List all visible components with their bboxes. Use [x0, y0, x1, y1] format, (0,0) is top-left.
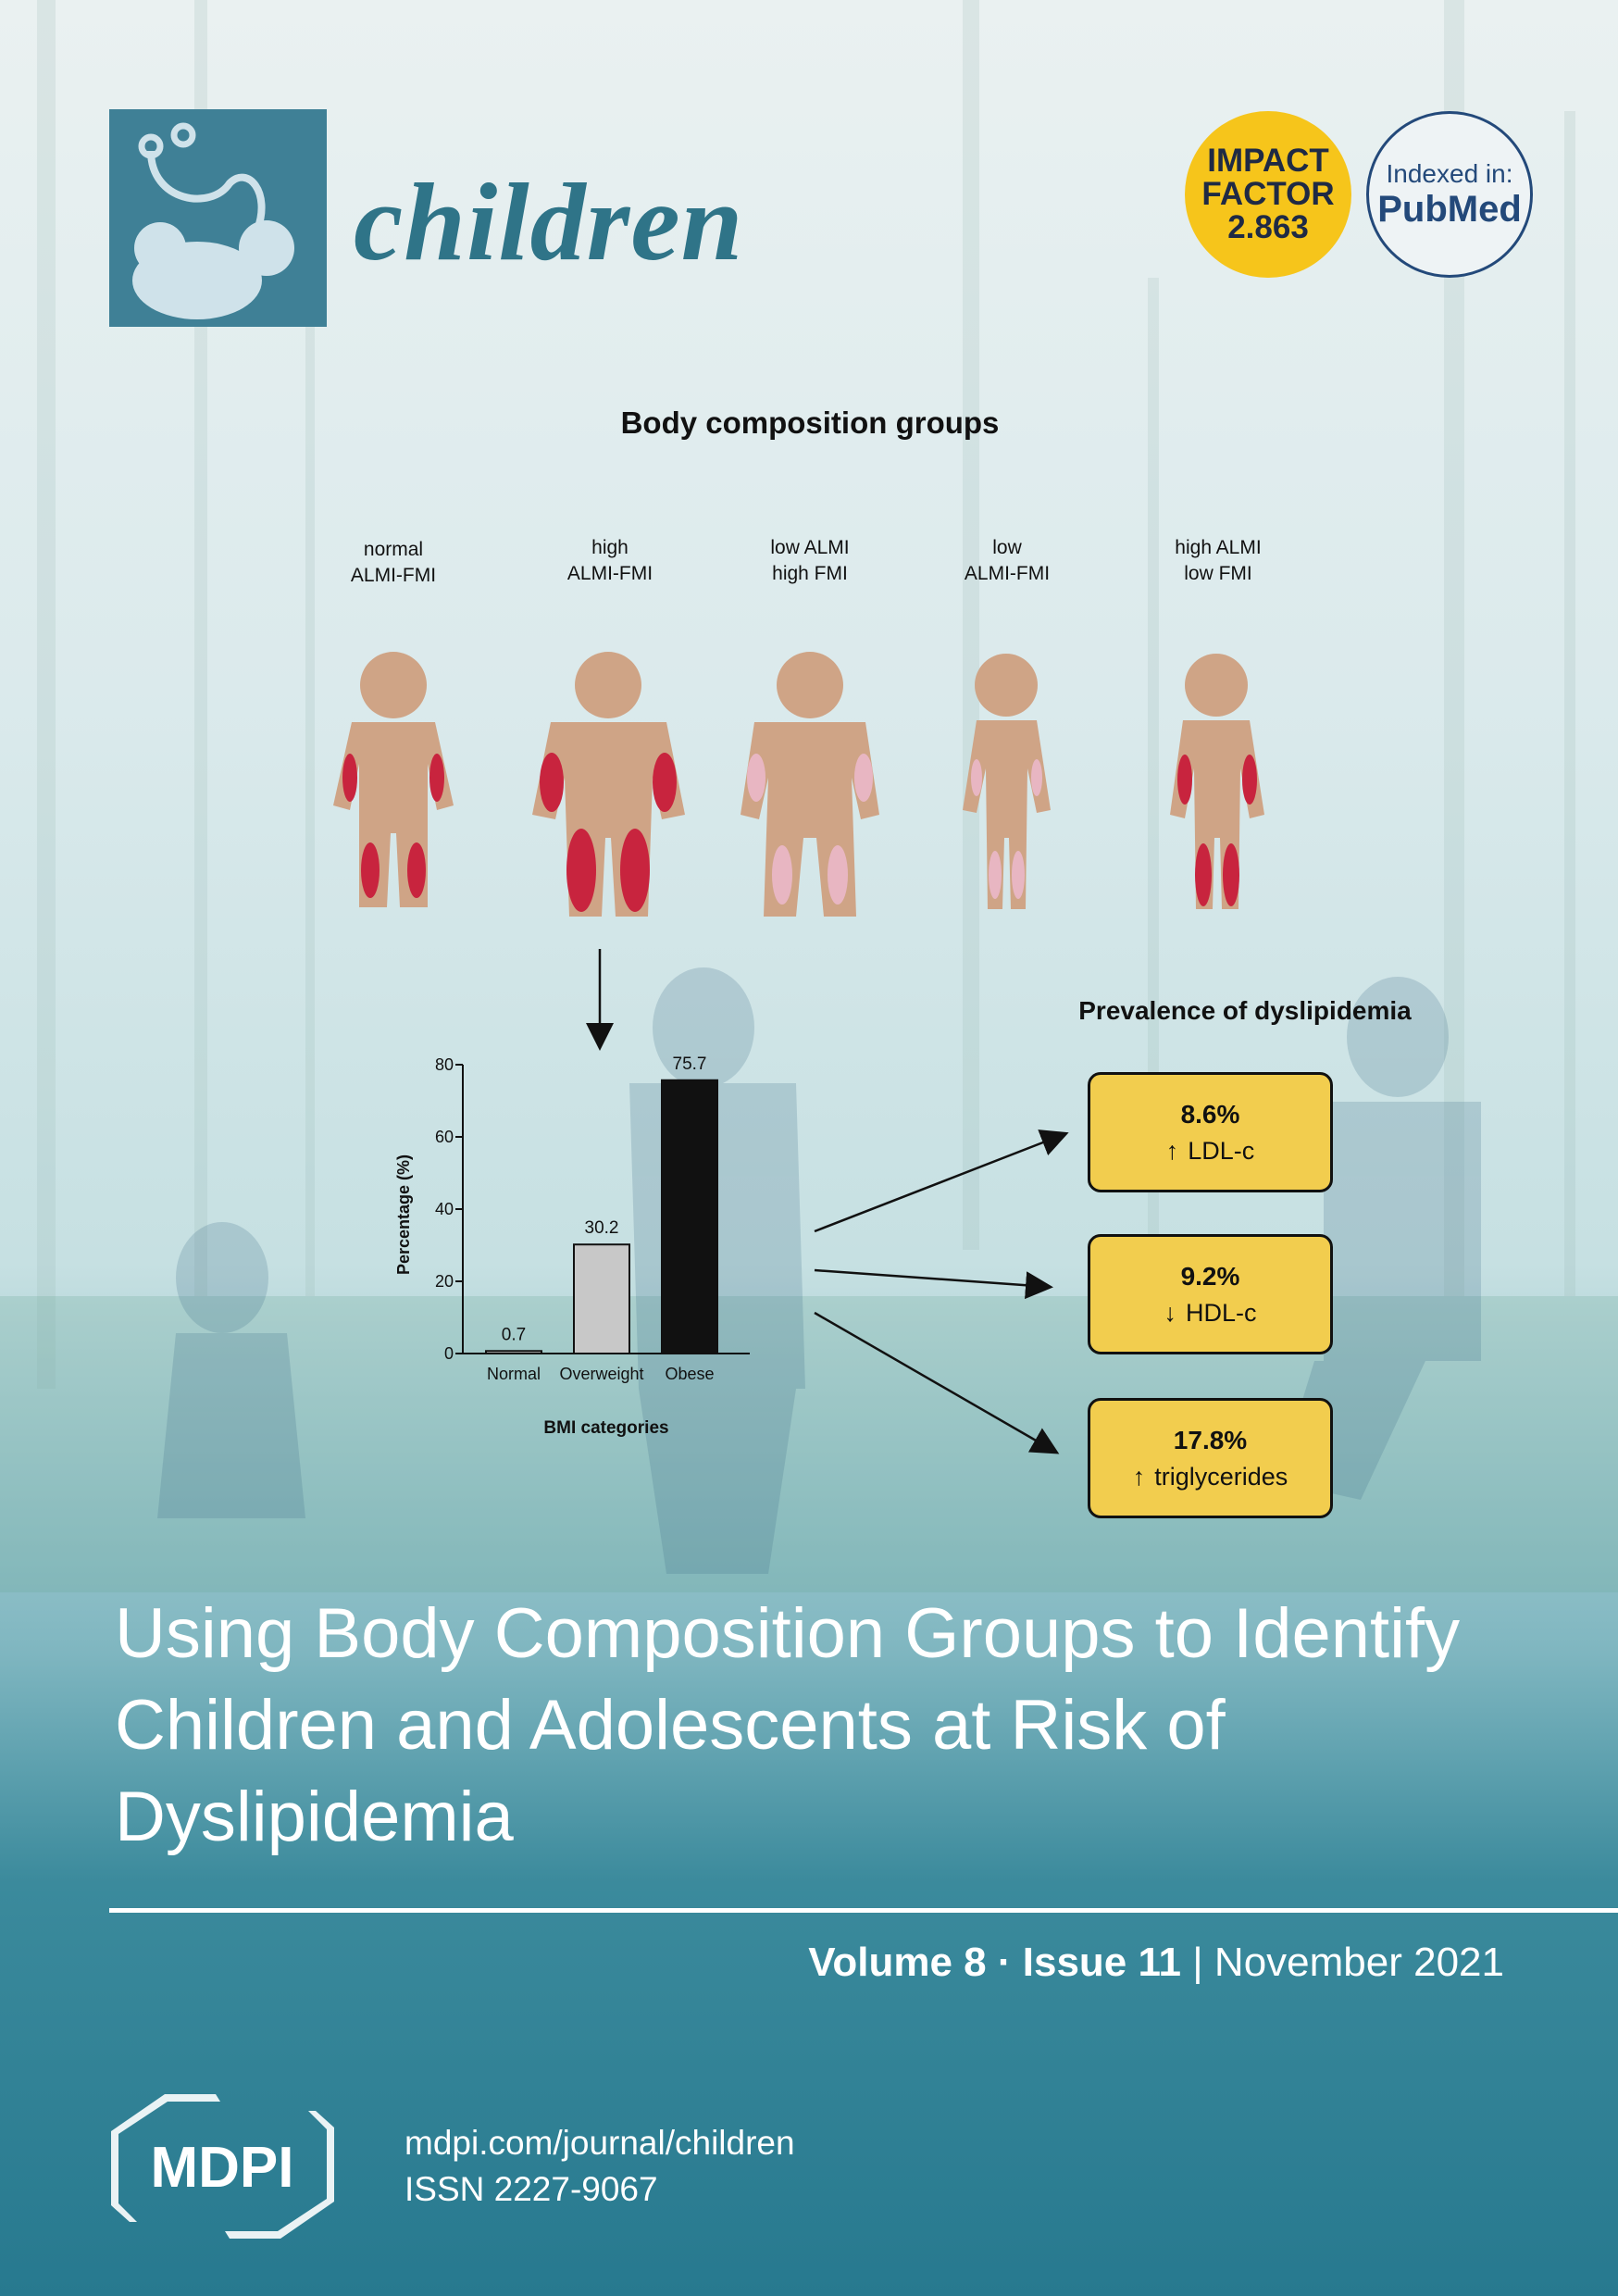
- bar: [485, 1350, 542, 1354]
- body-figures: [333, 652, 1264, 917]
- bmi-bar-chart: 0 20 40 60 80 0.7 Normal 30.2 Overweight 75.7 Obes…: [394, 1054, 750, 1438]
- article-title: Using Body Composition Groups to Identif…: [115, 1594, 1461, 1856]
- groups-title: Body composition groups: [620, 406, 1000, 440]
- x-tick-label: Overweight: [559, 1365, 643, 1383]
- prevalence-percent: 17.8%: [1173, 1425, 1248, 1454]
- arrow-down-icon: ↓: [1164, 1298, 1176, 1327]
- y-tick-label: 80: [435, 1055, 454, 1074]
- body-figure-low-almi-high-fmi: [741, 652, 879, 917]
- issue-number: Issue 11: [1022, 1940, 1182, 1985]
- issue-line: Volume 8 · Issue 11 | November 2021: [555, 1940, 1504, 1986]
- bar-value-label: 75.7: [673, 1054, 707, 1074]
- x-tick-label: Normal: [487, 1365, 541, 1383]
- prevalence-percent: 8.6%: [1180, 1099, 1240, 1129]
- volume: Volume 8: [808, 1940, 987, 1985]
- impact-factor-value: 2.863: [1227, 209, 1309, 245]
- x-axis-label: BMI categories: [543, 1418, 668, 1438]
- y-tick-label: 0: [444, 1344, 454, 1363]
- arrow-up-icon: ↑: [1165, 1136, 1179, 1165]
- group-label: low ALMI high FMI: [770, 537, 850, 584]
- prevalence-label: triglycerides: [1154, 1462, 1288, 1491]
- y-tick-label: 20: [435, 1272, 454, 1291]
- x-tick-label: Obese: [665, 1365, 714, 1383]
- bar-value-label: 0.7: [502, 1325, 526, 1344]
- issn: ISSN 2227-9067: [404, 2170, 658, 2208]
- y-axis-label: Percentage (%): [394, 1154, 413, 1275]
- arrow-hdl: [814, 1268, 1053, 1300]
- group-label: low ALMI-FMI: [964, 537, 1051, 584]
- issue-date: November 2021: [1214, 1940, 1504, 1985]
- body-figure-low-almi-fmi: [963, 654, 1051, 909]
- mdpi-logo-text: MDPI: [151, 2136, 294, 2200]
- mdpi-logo: MDPI: [111, 2094, 334, 2239]
- divider: [109, 1908, 1618, 1913]
- journal-url[interactable]: mdpi.com/journal/children: [404, 2124, 795, 2162]
- impact-factor-line1: IMPACT: [1207, 143, 1329, 179]
- impact-factor-line2: FACTOR: [1201, 176, 1335, 212]
- arrow-trig: [814, 1311, 1060, 1454]
- arrow-ldl: [814, 1129, 1069, 1233]
- prevalence-label: LDL-c: [1188, 1136, 1255, 1165]
- arrow-up-icon: ↑: [1132, 1462, 1146, 1491]
- indexed-label: Indexed in:: [1386, 158, 1513, 188]
- journal-logo: [109, 109, 327, 327]
- prevalence-box-ldl: 8.6% ↑ LDL-c: [1088, 1072, 1333, 1192]
- separator-dot: ·: [997, 1940, 1012, 1985]
- body-figure-high-almi-fmi: [532, 652, 685, 917]
- prevalence-label: HDL-c: [1185, 1298, 1257, 1327]
- body-figure-high-almi-low-fmi: [1170, 654, 1264, 909]
- y-tick-label: 40: [435, 1200, 454, 1218]
- stethoscope-baby-icon: [132, 122, 294, 319]
- prevalence-title: Prevalence of dyslipidemia: [1078, 996, 1412, 1025]
- group-label: high ALMI low FMI: [1175, 537, 1262, 584]
- prevalence-box-triglycerides: 17.8% ↑ triglycerides: [1088, 1398, 1333, 1518]
- prevalence-box-hdl: 9.2% ↓ HDL-c: [1088, 1234, 1333, 1354]
- bar: [573, 1243, 630, 1354]
- y-tick-label: 60: [435, 1128, 454, 1146]
- group-label: high ALMI-FMI: [566, 537, 653, 584]
- group-label: normal ALMI-FMI: [350, 539, 437, 586]
- bar: [661, 1079, 718, 1355]
- separator-bar: |: [1192, 1940, 1203, 1985]
- pubmed-badge: Indexed in: PubMed: [1366, 111, 1533, 278]
- bar-value-label: 30.2: [585, 1218, 619, 1238]
- publisher-info: mdpi.com/journal/children ISSN 2227-9067: [404, 2120, 795, 2213]
- prevalence-percent: 9.2%: [1180, 1261, 1240, 1291]
- body-figure-normal: [333, 652, 454, 907]
- pubmed-label: PubMed: [1377, 188, 1522, 230]
- journal-name: children: [354, 160, 744, 283]
- impact-factor-badge: IMPACT FACTOR 2.863: [1185, 111, 1351, 278]
